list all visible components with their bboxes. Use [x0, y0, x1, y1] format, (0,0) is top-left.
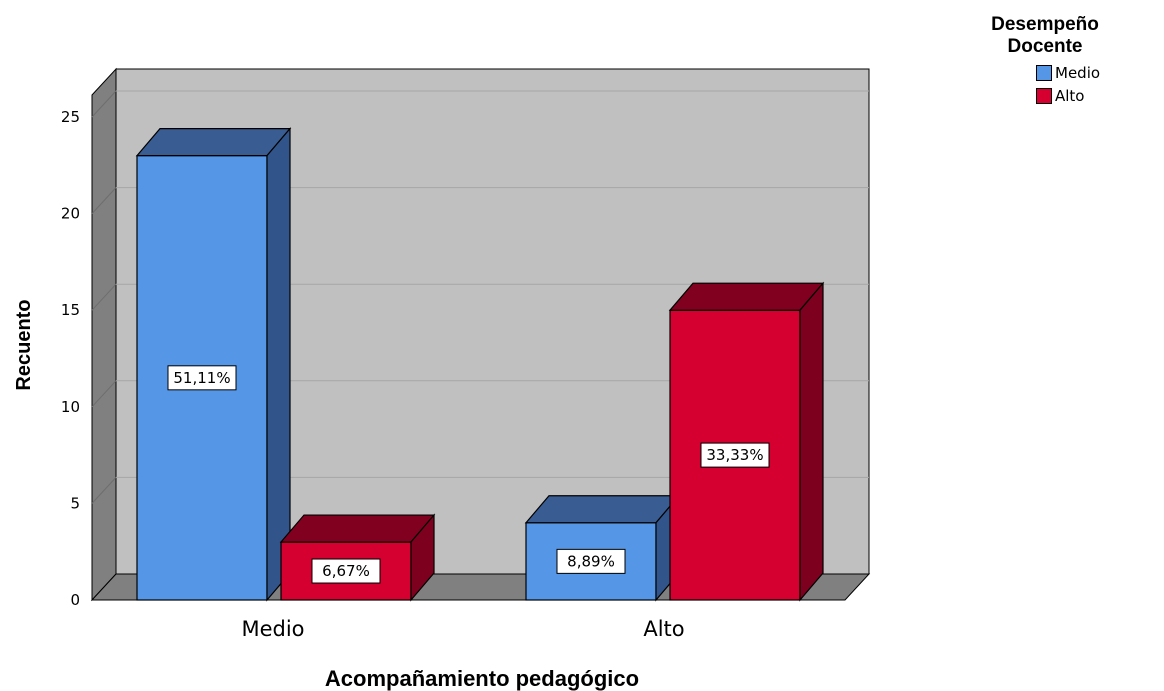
- bar-alto-alto: 33,33%: [668, 281, 825, 602]
- x-tick-label: Alto: [643, 617, 684, 641]
- bar-top: [279, 514, 436, 543]
- legend-item-medio: Medio: [1036, 61, 1164, 84]
- y-tick-label: 10: [61, 398, 80, 416]
- x-tick-label: Medio: [241, 617, 304, 641]
- gridline-side: [91, 90, 117, 118]
- y-tick-label: 25: [61, 108, 80, 126]
- y-tick-label: 0: [70, 591, 80, 609]
- legend-swatch-medio: [1036, 64, 1052, 81]
- data-label-box: [700, 442, 770, 468]
- bar-medio-alto: 6,67%: [279, 513, 436, 602]
- data-label: 33,33%: [706, 446, 763, 464]
- data-label-box: [311, 558, 381, 584]
- x-axis-label: Acompañamiento pedagógico: [325, 666, 639, 691]
- bar-top: [524, 495, 681, 524]
- side-wall: [91, 67, 117, 602]
- gridline-side: [91, 380, 117, 408]
- bar-top: [135, 128, 292, 157]
- y-tick-label: 20: [61, 205, 80, 223]
- gridline-side: [91, 283, 117, 311]
- legend: Desempeño Docente Medio Alto: [990, 14, 1164, 107]
- legend-item-alto: Alto: [1036, 84, 1164, 107]
- legend-swatch-alto: [1036, 87, 1052, 104]
- data-label-box: [167, 365, 237, 391]
- bar-side: [410, 513, 435, 602]
- gridline-side: [91, 187, 117, 214]
- x-axis-ticks: Medio Alto: [241, 617, 684, 641]
- y-tick-label: 5: [70, 494, 80, 512]
- data-label: 8,89%: [567, 552, 615, 570]
- data-label-box: [556, 548, 626, 574]
- legend-label-alto: Alto: [1055, 86, 1085, 105]
- y-tick-label: 15: [61, 301, 80, 319]
- legend-title: Desempeño Docente: [991, 14, 1099, 57]
- bar-side: [266, 127, 291, 602]
- y-axis-label: Recuento: [13, 299, 35, 390]
- bar-medio-medio: 51,11%: [135, 127, 292, 602]
- bar-top: [668, 282, 825, 311]
- bars: 51,11% 6,67% 8,89% 33,33%: [135, 127, 825, 602]
- y-axis-ticks: 0 5 10 15 20 25: [61, 108, 80, 609]
- bar-side: [799, 281, 824, 602]
- data-label: 6,67%: [322, 562, 370, 580]
- bar-alto-medio: 8,89%: [524, 494, 681, 602]
- legend-label-medio: Medio: [1055, 63, 1101, 82]
- data-label: 51,11%: [173, 369, 230, 387]
- gridline-side: [91, 477, 117, 504]
